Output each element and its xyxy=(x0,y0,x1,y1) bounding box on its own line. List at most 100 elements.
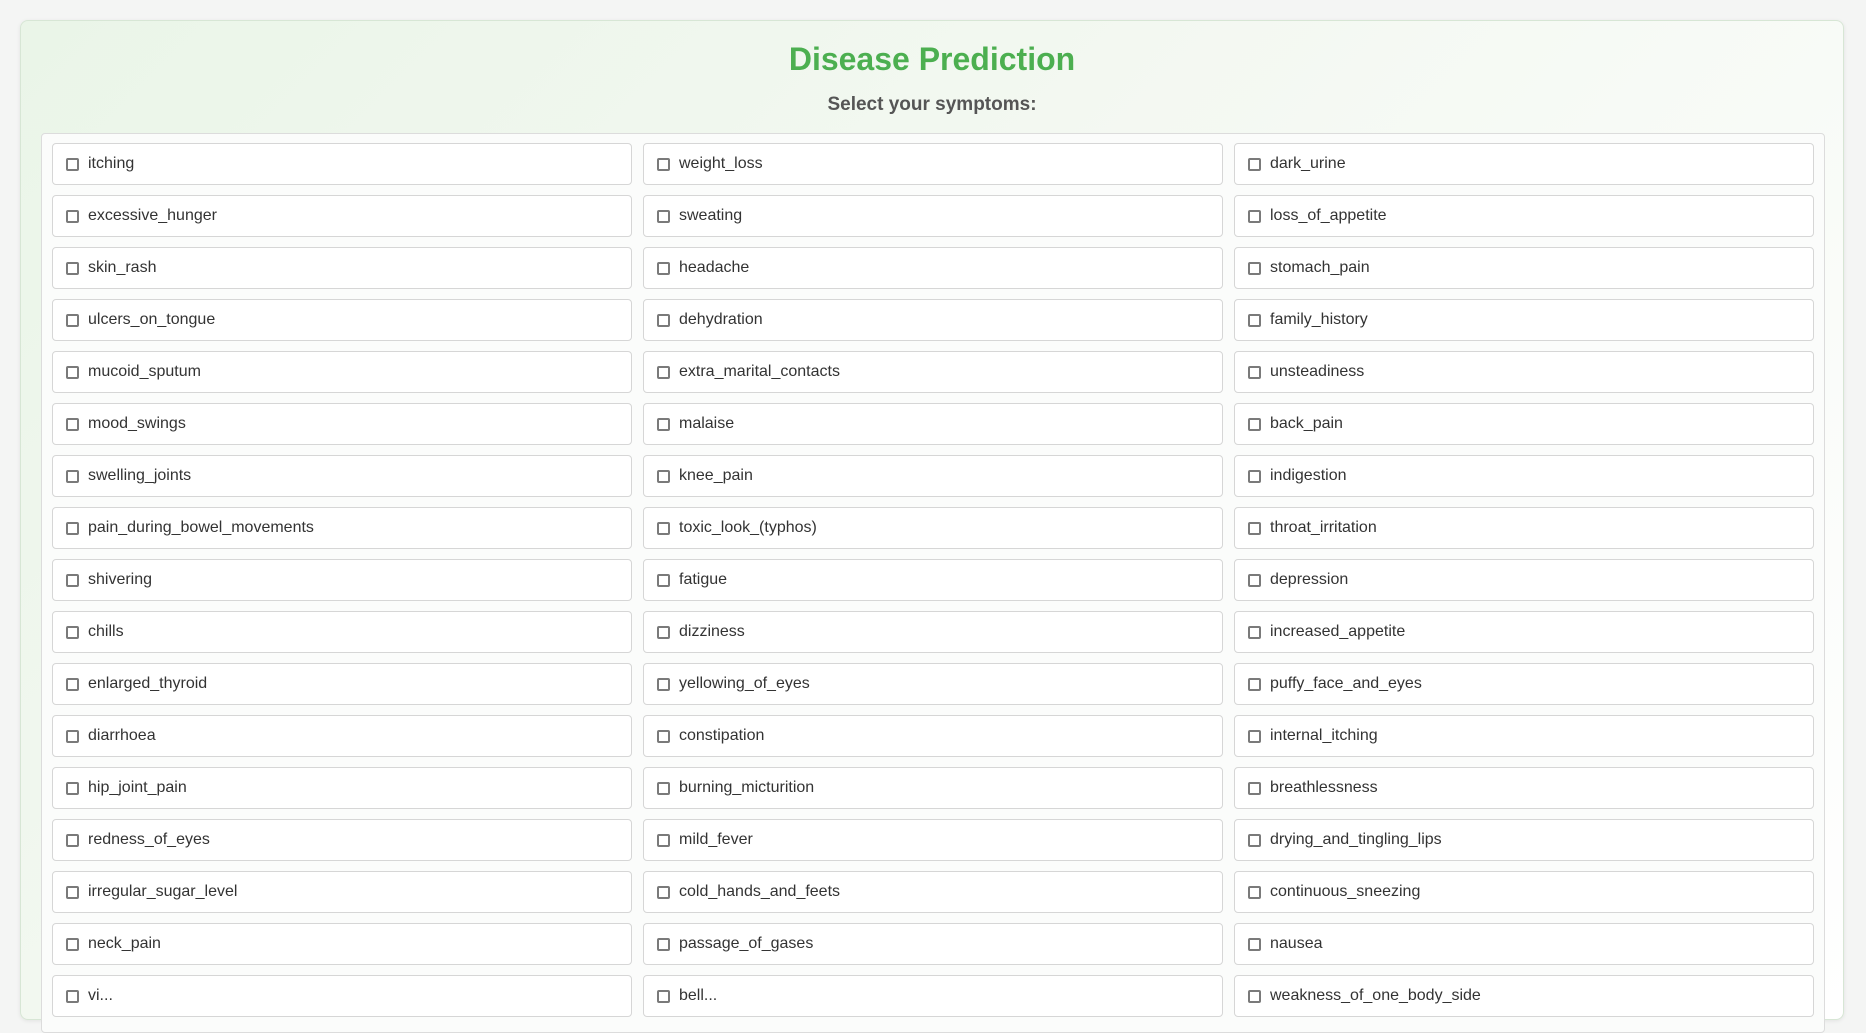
symptom-option-28[interactable]: dizziness xyxy=(643,611,1223,653)
symptom-checkbox[interactable] xyxy=(1248,417,1261,431)
symptom-checkbox[interactable] xyxy=(657,781,670,795)
symptom-option-21[interactable]: pain_during_bowel_movements xyxy=(52,507,632,549)
symptom-checkbox[interactable] xyxy=(66,469,79,483)
symptom-option-7[interactable]: headache xyxy=(643,247,1223,289)
symptom-option-9[interactable]: ulcers_on_tongue xyxy=(52,299,632,341)
symptom-checkbox[interactable] xyxy=(1248,209,1261,223)
symptom-option-19[interactable]: knee_pain xyxy=(643,455,1223,497)
symptom-option-10[interactable]: dehydration xyxy=(643,299,1223,341)
symptom-checkbox[interactable] xyxy=(657,937,670,951)
symptom-option-46[interactable]: passage_of_gases xyxy=(643,923,1223,965)
symptom-option-36[interactable]: hip_joint_pain xyxy=(52,767,632,809)
symptom-checkbox[interactable] xyxy=(66,209,79,223)
symptom-checkbox[interactable] xyxy=(1248,313,1261,327)
symptom-option-1[interactable]: weight_loss xyxy=(643,143,1223,185)
symptom-checkbox[interactable] xyxy=(66,729,79,743)
symptom-option-16[interactable]: malaise xyxy=(643,403,1223,445)
symptom-option-2[interactable]: dark_urine xyxy=(1234,143,1814,185)
symptom-checkbox[interactable] xyxy=(1248,469,1261,483)
symptom-option-17[interactable]: back_pain xyxy=(1234,403,1814,445)
symptom-checkbox[interactable] xyxy=(1248,885,1261,899)
symptom-checkbox[interactable] xyxy=(66,157,79,171)
symptom-option-18[interactable]: swelling_joints xyxy=(52,455,632,497)
symptom-checkbox[interactable] xyxy=(66,417,79,431)
symptom-checkbox[interactable] xyxy=(1248,521,1261,535)
symptom-checkbox[interactable] xyxy=(1248,989,1261,1003)
symptom-option-23[interactable]: throat_irritation xyxy=(1234,507,1814,549)
symptom-option-31[interactable]: yellowing_of_eyes xyxy=(643,663,1223,705)
symptom-checkbox[interactable] xyxy=(66,573,79,587)
symptom-option-24[interactable]: shivering xyxy=(52,559,632,601)
symptom-checkbox[interactable] xyxy=(657,625,670,639)
symptom-checkbox[interactable] xyxy=(1248,365,1261,379)
symptom-checkbox[interactable] xyxy=(66,625,79,639)
symptom-option-50[interactable]: weakness_of_one_body_side xyxy=(1234,975,1814,1017)
symptom-checkbox[interactable] xyxy=(1248,625,1261,639)
symptom-option-35[interactable]: internal_itching xyxy=(1234,715,1814,757)
symptom-option-40[interactable]: mild_fever xyxy=(643,819,1223,861)
symptom-option-32[interactable]: puffy_face_and_eyes xyxy=(1234,663,1814,705)
symptom-option-39[interactable]: redness_of_eyes xyxy=(52,819,632,861)
symptom-checkbox[interactable] xyxy=(657,313,670,327)
symptom-option-33[interactable]: diarrhoea xyxy=(52,715,632,757)
symptom-checkbox[interactable] xyxy=(66,313,79,327)
symptom-checkbox[interactable] xyxy=(66,833,79,847)
symptom-checkbox[interactable] xyxy=(1248,157,1261,171)
symptom-checkbox[interactable] xyxy=(66,677,79,691)
symptom-checkbox[interactable] xyxy=(657,209,670,223)
symptom-checkbox[interactable] xyxy=(66,885,79,899)
symptom-checkbox[interactable] xyxy=(66,989,79,1003)
symptom-option-0[interactable]: itching xyxy=(52,143,632,185)
symptom-option-11[interactable]: family_history xyxy=(1234,299,1814,341)
symptom-option-48[interactable]: vi... xyxy=(52,975,632,1017)
symptom-option-22[interactable]: toxic_look_(typhos) xyxy=(643,507,1223,549)
symptom-checkbox[interactable] xyxy=(1248,937,1261,951)
symptom-option-49[interactable]: bell... xyxy=(643,975,1223,1017)
symptom-checkbox[interactable] xyxy=(66,261,79,275)
symptom-checkbox[interactable] xyxy=(657,417,670,431)
symptom-checkbox[interactable] xyxy=(657,157,670,171)
symptom-checkbox[interactable] xyxy=(657,833,670,847)
symptom-checkbox[interactable] xyxy=(657,469,670,483)
symptom-checkbox[interactable] xyxy=(657,989,670,1003)
symptom-option-12[interactable]: mucoid_sputum xyxy=(52,351,632,393)
symptom-option-15[interactable]: mood_swings xyxy=(52,403,632,445)
symptom-option-26[interactable]: depression xyxy=(1234,559,1814,601)
symptom-checkbox[interactable] xyxy=(66,937,79,951)
symptom-option-43[interactable]: cold_hands_and_feets xyxy=(643,871,1223,913)
symptom-checkbox[interactable] xyxy=(1248,677,1261,691)
symptom-option-8[interactable]: stomach_pain xyxy=(1234,247,1814,289)
symptom-checkbox[interactable] xyxy=(657,521,670,535)
symptom-option-20[interactable]: indigestion xyxy=(1234,455,1814,497)
symptom-checkbox[interactable] xyxy=(66,365,79,379)
symptom-option-44[interactable]: continuous_sneezing xyxy=(1234,871,1814,913)
symptom-checkbox[interactable] xyxy=(657,677,670,691)
symptom-checkbox[interactable] xyxy=(657,365,670,379)
symptom-option-42[interactable]: irregular_sugar_level xyxy=(52,871,632,913)
symptom-checkbox[interactable] xyxy=(1248,781,1261,795)
symptom-option-30[interactable]: enlarged_thyroid xyxy=(52,663,632,705)
symptom-checkbox[interactable] xyxy=(66,521,79,535)
symptom-option-29[interactable]: increased_appetite xyxy=(1234,611,1814,653)
symptom-option-38[interactable]: breathlessness xyxy=(1234,767,1814,809)
symptom-option-5[interactable]: loss_of_appetite xyxy=(1234,195,1814,237)
symptom-option-6[interactable]: skin_rash xyxy=(52,247,632,289)
symptom-checkbox[interactable] xyxy=(1248,261,1261,275)
symptom-option-3[interactable]: excessive_hunger xyxy=(52,195,632,237)
symptom-option-14[interactable]: unsteadiness xyxy=(1234,351,1814,393)
symptom-option-37[interactable]: burning_micturition xyxy=(643,767,1223,809)
symptom-option-47[interactable]: nausea xyxy=(1234,923,1814,965)
symptom-option-45[interactable]: neck_pain xyxy=(52,923,632,965)
symptom-checkbox[interactable] xyxy=(1248,573,1261,587)
symptom-option-4[interactable]: sweating xyxy=(643,195,1223,237)
symptom-checkbox[interactable] xyxy=(1248,833,1261,847)
symptom-checkbox[interactable] xyxy=(657,261,670,275)
symptom-checkbox[interactable] xyxy=(1248,729,1261,743)
symptom-option-25[interactable]: fatigue xyxy=(643,559,1223,601)
symptom-checkbox[interactable] xyxy=(657,573,670,587)
symptom-checkbox[interactable] xyxy=(657,885,670,899)
symptom-option-34[interactable]: constipation xyxy=(643,715,1223,757)
symptom-checkbox[interactable] xyxy=(66,781,79,795)
symptom-option-41[interactable]: drying_and_tingling_lips xyxy=(1234,819,1814,861)
symptom-option-13[interactable]: extra_marital_contacts xyxy=(643,351,1223,393)
